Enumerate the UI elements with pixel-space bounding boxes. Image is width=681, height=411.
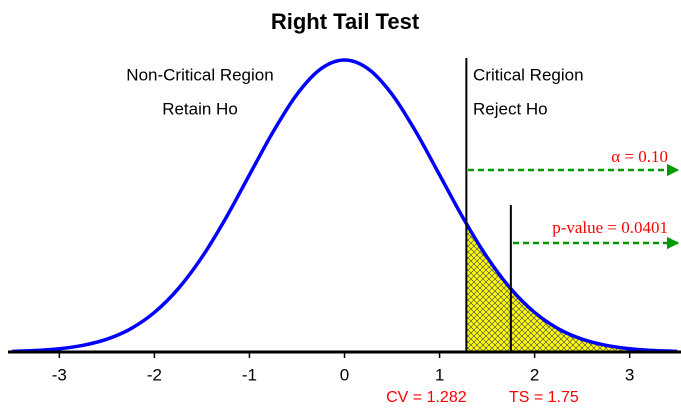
alpha-label: α = 0.10	[611, 147, 668, 166]
x-tick-label: 1	[435, 365, 444, 384]
x-tick-label: 3	[625, 365, 634, 384]
x-tick-label: 0	[340, 365, 349, 384]
under-layer	[466, 223, 678, 352]
test-statistic-label: TS = 1.75	[509, 389, 579, 406]
density-curve	[11, 58, 678, 354]
region-action: Reject Ho	[473, 99, 548, 118]
x-tick-label: -3	[52, 365, 67, 384]
critical-area	[466, 223, 678, 352]
critical-value-label: CV = 1.282	[386, 389, 467, 406]
p-value-label: p-value = 0.0401	[552, 218, 668, 237]
x-tick-label: 2	[530, 365, 539, 384]
region-label: Critical Region	[473, 65, 584, 84]
region-label: Non-Critical Region	[126, 65, 273, 84]
x-tick-label: -1	[242, 365, 257, 384]
region-action: Retain Ho	[162, 99, 238, 118]
chart-title: Right Tail Test	[271, 9, 420, 34]
x-tick-label: -2	[147, 365, 162, 384]
